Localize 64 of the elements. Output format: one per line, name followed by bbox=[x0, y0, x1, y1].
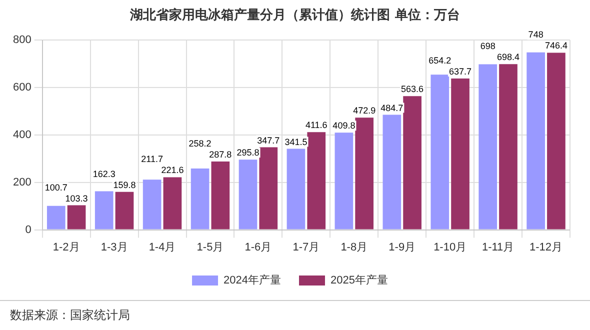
bar bbox=[526, 52, 545, 230]
bar bbox=[163, 177, 182, 230]
bar bbox=[286, 148, 306, 230]
data-label: 100.7 bbox=[44, 182, 68, 192]
data-label: 103.3 bbox=[65, 193, 88, 204]
x-tick-label: 1-9月 bbox=[388, 241, 416, 254]
x-tick-label: 1-10月 bbox=[434, 241, 467, 254]
data-label: 162.3 bbox=[92, 168, 116, 179]
bar bbox=[382, 114, 402, 230]
x-tick-label: 1-11月 bbox=[482, 241, 514, 254]
bar bbox=[499, 64, 518, 230]
data-label: 221.6 bbox=[161, 165, 184, 176]
data-label: 411.6 bbox=[305, 120, 328, 130]
data-label: 472.9 bbox=[353, 106, 376, 116]
x-tick-label: 1-6月 bbox=[244, 241, 272, 254]
data-label: 654.2 bbox=[428, 55, 452, 66]
bar bbox=[46, 206, 66, 230]
bar bbox=[238, 160, 258, 230]
data-label: 347.7 bbox=[257, 135, 280, 146]
bar bbox=[451, 78, 470, 230]
data-label: 159.8 bbox=[113, 180, 136, 190]
bar bbox=[190, 168, 210, 230]
legend-label: 2025年产量 bbox=[330, 274, 388, 287]
x-tick-label: 1-2月 bbox=[52, 241, 80, 254]
x-tick-label: 1-12月 bbox=[530, 241, 563, 254]
bar bbox=[67, 205, 86, 230]
data-label: 698.4 bbox=[496, 52, 520, 62]
y-tick-label: 800 bbox=[12, 34, 32, 46]
data-label: 746.4 bbox=[544, 40, 568, 51]
data-label: 698 bbox=[480, 41, 496, 52]
bar bbox=[430, 74, 450, 230]
data-label: 637.7 bbox=[449, 66, 472, 76]
bar bbox=[94, 191, 114, 230]
data-label: 563.6 bbox=[401, 84, 424, 94]
data-label: 409.8 bbox=[332, 120, 356, 131]
source-note: 数据来源：国家统计局 bbox=[10, 307, 130, 324]
bar bbox=[115, 192, 134, 230]
data-label: 287.8 bbox=[209, 150, 232, 160]
data-label: 748 bbox=[528, 30, 544, 40]
y-tick-label: 600 bbox=[12, 81, 32, 94]
data-label: 341.5 bbox=[284, 136, 308, 147]
bar bbox=[259, 147, 278, 230]
x-tick-label: 1-5月 bbox=[196, 241, 224, 254]
data-label: 484.7 bbox=[380, 102, 404, 113]
bar bbox=[142, 180, 162, 230]
y-tick-label: 400 bbox=[12, 128, 32, 141]
x-tick-label: 1-3月 bbox=[100, 241, 128, 254]
data-label: 258.2 bbox=[188, 138, 212, 149]
y-tick-label: 200 bbox=[12, 176, 32, 188]
y-tick-label: 0 bbox=[25, 224, 32, 236]
bar bbox=[334, 132, 354, 230]
x-tick-label: 1-4月 bbox=[148, 241, 176, 254]
bar bbox=[478, 64, 498, 230]
bar bbox=[355, 118, 374, 230]
x-tick-label: 1-7月 bbox=[292, 241, 320, 254]
bar bbox=[547, 52, 566, 230]
bar bbox=[307, 132, 326, 230]
x-tick-label: 1-8月 bbox=[340, 241, 368, 254]
bar bbox=[403, 96, 422, 230]
bar bbox=[211, 162, 230, 230]
legend-label: 2024年产量 bbox=[224, 274, 282, 287]
chart-title: 湖北省家用电冰箱产量分月（累计值）统计图 单位：万台 bbox=[129, 6, 461, 24]
data-label: 211.7 bbox=[141, 154, 164, 164]
data-label: 295.8 bbox=[236, 148, 260, 158]
